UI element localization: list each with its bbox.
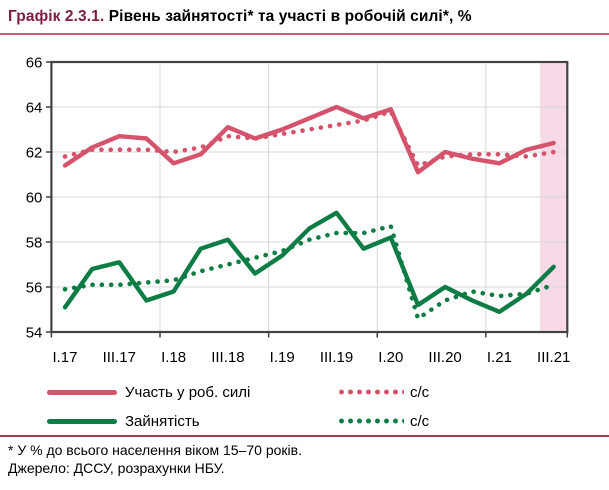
figure-title-text: Рівень зайнятості* та участі в робочій с… bbox=[108, 8, 472, 25]
figure-number: Графік 2.3.1. bbox=[8, 8, 105, 25]
y-axis-label: 54 bbox=[26, 325, 43, 342]
employment-line bbox=[62, 210, 556, 314]
y-axis-label: 60 bbox=[26, 190, 43, 207]
employment-solid-swatch bbox=[47, 418, 117, 424]
x-axis-label: III.19 bbox=[320, 349, 353, 366]
x-axis-label: I.17 bbox=[52, 349, 77, 366]
x-axis-label: III.18 bbox=[211, 349, 244, 366]
x-axis-label: I.18 bbox=[161, 349, 186, 366]
legend-row-participation: Участь у роб. силі с/с bbox=[47, 383, 587, 401]
x-axis-label: I.19 bbox=[270, 349, 295, 366]
footnote-source: Джерело: ДССУ, розрахунки НБУ. bbox=[8, 460, 225, 476]
chart-plot-area: 66 64 62 60 58 56 54 I.17 III.17 I.18 III.18 I.19 II… bbox=[26, 55, 571, 367]
legend-label-employment: Зайнятість bbox=[125, 412, 200, 430]
plot-border bbox=[50, 60, 569, 334]
y-axis-label: 62 bbox=[26, 145, 43, 162]
legend-label-participation: Участь у роб. силі bbox=[125, 383, 251, 401]
legend-row-employment: Зайнятість с/с bbox=[47, 412, 587, 430]
legend-label-participation-sa: с/с bbox=[410, 383, 430, 401]
participation-line bbox=[62, 104, 556, 175]
highlight-band bbox=[540, 63, 567, 331]
footnote-population: * У % до всього населення віком 15–70 ро… bbox=[8, 442, 302, 458]
x-axis-label: I.21 bbox=[487, 349, 512, 366]
x-axis-label: I.20 bbox=[378, 349, 403, 366]
employment-dotted-swatch bbox=[337, 418, 404, 424]
employment-sa-dots bbox=[62, 223, 556, 321]
x-axis-label: III.20 bbox=[428, 349, 461, 366]
y-axis-label: 64 bbox=[26, 100, 43, 117]
y-axis-label: 56 bbox=[26, 280, 43, 297]
title-divider bbox=[0, 33, 609, 35]
y-axis-label: 66 bbox=[26, 55, 43, 72]
footnote-divider bbox=[0, 435, 609, 437]
participation-dotted-swatch bbox=[337, 389, 404, 395]
y-axis-label: 58 bbox=[26, 235, 43, 252]
participation-sa-dots bbox=[62, 109, 556, 168]
page-title: Графік 2.3.1. Рівень зайнятості* та учас… bbox=[8, 8, 604, 26]
x-axis-label: III.21 bbox=[537, 349, 570, 366]
x-axis-label: III.17 bbox=[103, 349, 136, 366]
legend-label-employment-sa: с/с bbox=[410, 412, 430, 430]
participation-solid-swatch bbox=[47, 389, 117, 395]
